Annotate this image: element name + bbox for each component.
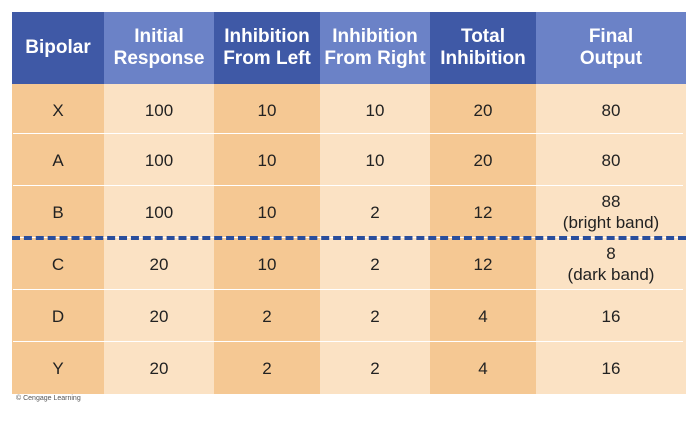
row-separator bbox=[13, 133, 683, 134]
table-cell: 10 bbox=[214, 84, 320, 136]
table-cell: 88 (bright band) bbox=[536, 186, 686, 238]
table-cell: 20 bbox=[104, 342, 214, 394]
table-cell: 2 bbox=[214, 342, 320, 394]
table-cell: 80 bbox=[536, 134, 686, 186]
table-cell: 10 bbox=[320, 84, 430, 136]
table-cell: X bbox=[12, 84, 104, 136]
column-header: Initial Response bbox=[104, 12, 214, 84]
column-header: Final Output bbox=[536, 12, 686, 84]
table-cell: 80 bbox=[536, 84, 686, 136]
column-header: Bipolar bbox=[12, 12, 104, 84]
column-header: Inhibition From Right bbox=[320, 12, 430, 84]
table-cell: 8 (dark band) bbox=[536, 238, 686, 290]
table-cell: 20 bbox=[430, 84, 536, 136]
table-cell: 100 bbox=[104, 84, 214, 136]
table-cell: D bbox=[12, 290, 104, 342]
table-cell: 100 bbox=[104, 134, 214, 186]
row-separator bbox=[13, 341, 683, 342]
row-separator bbox=[13, 289, 683, 290]
table-cell: 16 bbox=[536, 290, 686, 342]
table-cell: 4 bbox=[430, 342, 536, 394]
row-separator bbox=[13, 185, 683, 186]
table-cell: 10 bbox=[320, 134, 430, 186]
table-cell: 2 bbox=[320, 238, 430, 290]
table-cell: 10 bbox=[214, 238, 320, 290]
band-divider-dashed-line bbox=[12, 236, 686, 240]
column-header: Total Inhibition bbox=[430, 12, 536, 84]
table-cell: 2 bbox=[214, 290, 320, 342]
table-cell: 2 bbox=[320, 342, 430, 394]
table-cell: 4 bbox=[430, 290, 536, 342]
table-cell: A bbox=[12, 134, 104, 186]
table-cell: 20 bbox=[104, 290, 214, 342]
table-cell: Y bbox=[12, 342, 104, 394]
table-cell: 16 bbox=[536, 342, 686, 394]
table-cell: C bbox=[12, 238, 104, 290]
table-cell: 20 bbox=[104, 238, 214, 290]
table-cell: 12 bbox=[430, 238, 536, 290]
column-header: Inhibition From Left bbox=[214, 12, 320, 84]
table-cell: 10 bbox=[214, 134, 320, 186]
table-cell: 2 bbox=[320, 186, 430, 238]
table-cell: 2 bbox=[320, 290, 430, 342]
table-cell: 12 bbox=[430, 186, 536, 238]
table-cell: 10 bbox=[214, 186, 320, 238]
table-cell: 100 bbox=[104, 186, 214, 238]
table-cell: B bbox=[12, 186, 104, 238]
credit-text: © Cengage Learning bbox=[16, 395, 81, 402]
table-cell: 20 bbox=[430, 134, 536, 186]
